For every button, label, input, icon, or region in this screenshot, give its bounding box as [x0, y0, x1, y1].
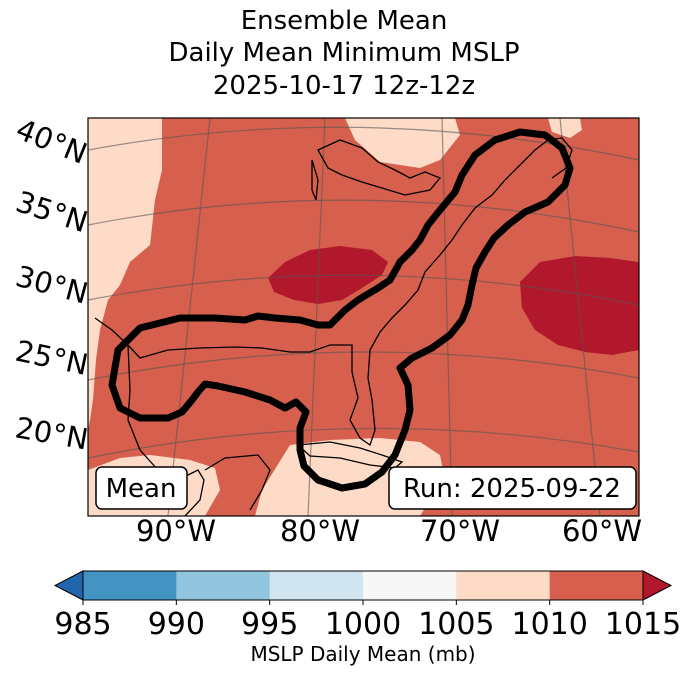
chart-title-line1: Ensemble Mean: [240, 6, 448, 36]
longitude-labels: 90°W 80°W 70°W 60°W: [136, 514, 642, 548]
lat-label-25n: 25°N: [13, 334, 92, 382]
lon-label-90w: 90°W: [136, 514, 216, 548]
coast-great-lakes: [317, 139, 442, 196]
coast-gulf: [94, 179, 506, 447]
colorbar-tick-label: 985: [54, 607, 111, 642]
colorbar-segment-1010-1015: [549, 571, 644, 600]
chart-title-line3: 2025-10-17 12z-12z: [212, 71, 476, 101]
map-panel: [88, 118, 639, 516]
coast-lake-michigan: [311, 159, 319, 201]
colorbar-segment-1005-1010: [456, 571, 551, 600]
parallel-35N: [88, 199, 639, 233]
field-1010-1015-atlantic: [520, 256, 639, 355]
colorbar-extend-high: [642, 570, 673, 601]
lon-label-70w: 70°W: [420, 514, 500, 548]
coast-yucatan: [204, 454, 271, 511]
colorbar-tick-label: 1010: [511, 607, 587, 642]
colorbar-tick-labels: 985 990 995 1000 1005 1010 1015: [54, 607, 681, 642]
colorbar-segment-1000-1005: [363, 571, 457, 600]
map-frame: [87, 117, 640, 517]
parallel-20N: [88, 427, 639, 459]
colorbar: [53, 570, 673, 605]
colorbar-tick-label: 990: [148, 607, 205, 642]
badge-run-box: [388, 466, 637, 510]
lon-label-60w: 60°W: [562, 514, 642, 548]
parallel-30N: [88, 274, 639, 306]
latitude-labels: 40°N 35°N 30°N 25°N 20°N: [11, 112, 92, 457]
badge-run-text: Run: 2025-09-22: [403, 474, 621, 504]
parallel-25N: [88, 351, 639, 381]
lat-label-30n: 30°N: [12, 259, 91, 311]
colorbar-segment-985-990: [83, 571, 177, 600]
chart-title-line2: Daily Mean Minimum MSLP: [168, 38, 520, 68]
colorbar-tick-label: 1000: [325, 607, 401, 642]
meridian-70W: [441, 118, 453, 516]
mslp-contour-1005: [108, 128, 574, 492]
lat-label-40n: 40°N: [11, 112, 92, 171]
lat-label-20n: 20°N: [13, 410, 91, 456]
badge-mean-box: [95, 466, 188, 510]
badge-mean-text: Mean: [106, 474, 177, 504]
colorbar-segment-990-995: [176, 571, 271, 600]
lon-label-80w: 80°W: [280, 514, 360, 548]
field-1000-1005-west: [88, 118, 162, 430]
lat-label-35n: 35°N: [12, 184, 92, 239]
colorbar-tick-label: 995: [241, 607, 298, 642]
colorbar-label: MSLP Daily Mean (mb): [250, 642, 475, 666]
colorbar-tick-label: 1005: [418, 607, 494, 642]
colorbar-segment-995-1000: [269, 571, 364, 600]
colorbar-extend-low: [53, 570, 84, 601]
colorbar-tick-label: 1015: [605, 607, 681, 642]
badge-mean: Mean: [95, 466, 188, 510]
graticule: [88, 118, 639, 516]
field-1000-1005-northeast: [548, 118, 582, 138]
badge-run-date: Run: 2025-09-22: [388, 466, 637, 510]
coast-cuba: [296, 441, 404, 469]
meridian-80W: [307, 118, 326, 516]
